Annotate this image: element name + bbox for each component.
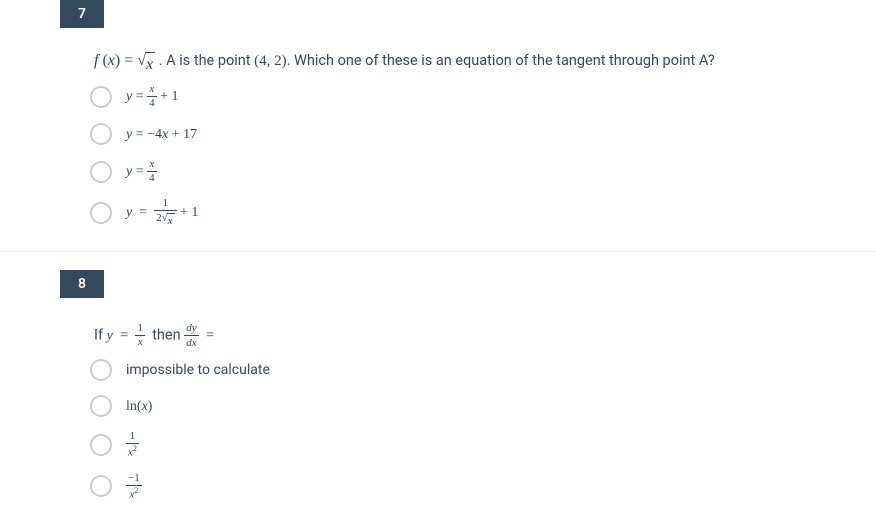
option-row[interactable]: y = −4x + 17: [90, 123, 876, 145]
question-text: If y = 1x then dydx =: [40, 298, 876, 349]
question-8: 8 If y = 1x then dydx = impossible to ca…: [0, 270, 876, 500]
option-text: y = x4: [126, 159, 157, 184]
question-7: 7 f (x) = √x . A is the point (4, 2). Wh…: [0, 0, 876, 227]
option-text: impossible to calculate: [126, 362, 270, 378]
option-row[interactable]: 1x2: [90, 431, 876, 459]
q7-text-1: . A is the point: [159, 52, 254, 69]
radio-icon[interactable]: [90, 475, 112, 497]
radio-icon[interactable]: [90, 395, 112, 417]
option-row[interactable]: −1x2: [90, 473, 876, 501]
option-text: y = x4 + 1: [126, 84, 178, 109]
radio-icon[interactable]: [90, 123, 112, 145]
option-row[interactable]: ln(x): [90, 395, 876, 417]
radio-icon[interactable]: [90, 359, 112, 381]
option-row[interactable]: y = x4 + 1: [90, 84, 876, 109]
option-text: y = −4x + 17: [126, 126, 197, 143]
options-list: y = x4 + 1 y = −4x + 17 y = x4 y = 1: [90, 84, 876, 227]
option-text: 1x2: [126, 431, 139, 459]
question-number-badge: 7: [60, 0, 104, 28]
option-row[interactable]: impossible to calculate: [90, 359, 876, 381]
radio-icon[interactable]: [90, 86, 112, 108]
radio-icon[interactable]: [90, 434, 112, 456]
q8-stem-3: then: [152, 326, 180, 343]
question-header: 7: [0, 0, 876, 28]
question-header: 8: [0, 270, 876, 298]
option-row[interactable]: y = 1 2√x + 1: [90, 198, 876, 227]
option-text: y = 1 2√x + 1: [126, 198, 198, 227]
options-list: impossible to calculate ln(x) 1x2 −1x2: [90, 359, 876, 500]
option-text: −1x2: [126, 473, 142, 501]
option-row[interactable]: y = x4: [90, 159, 876, 184]
separator: [0, 251, 876, 252]
q8-stem-1: If: [94, 326, 103, 343]
question-text: f (x) = √x . A is the point (4, 2). Whic…: [40, 28, 876, 74]
option-text: ln(x): [126, 398, 152, 415]
radio-icon[interactable]: [90, 161, 112, 183]
q7-text-2: . Which one of these is an equation of t…: [287, 52, 715, 69]
radio-icon[interactable]: [90, 202, 112, 224]
question-number-badge: 8: [60, 270, 104, 298]
